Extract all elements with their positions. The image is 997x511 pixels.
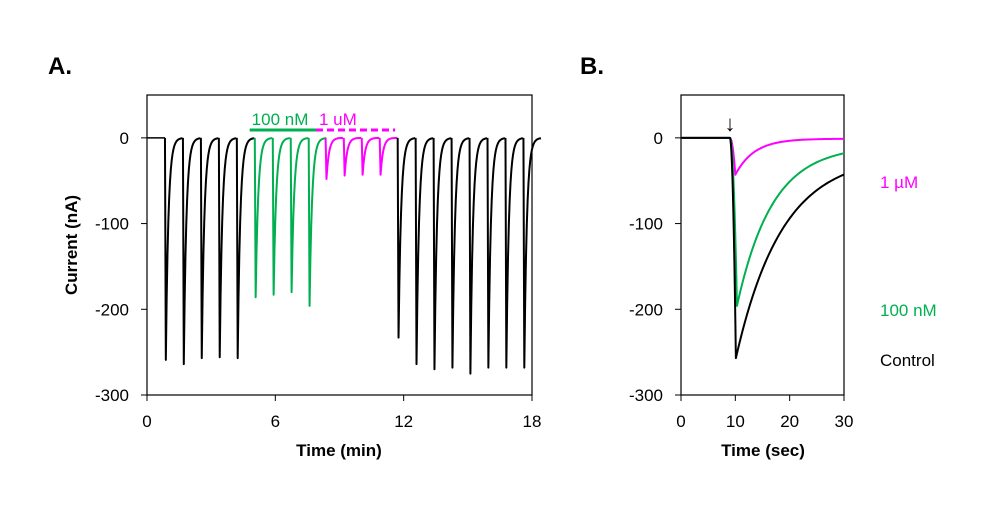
panel-a-y-tick-label: -100 [95,215,129,234]
panel-a-spike [324,136,344,180]
panel-a-label: A. [48,53,72,80]
panel-b-label: B. [580,53,604,80]
panel-a-spike [522,137,542,369]
panel-a-x-axis-title: Time (min) [296,441,382,460]
panel-a-spike [414,137,434,366]
legend-1um: 1 µM [880,173,918,192]
panel-a-spike [342,136,362,177]
panel-a-spike [199,137,219,360]
panel-a-spike [378,136,398,176]
panel-a-x-tick-label: 18 [523,412,542,431]
panel-a-spike [468,137,488,375]
panel-a-spike [432,137,452,371]
panel-a-spike [235,137,255,360]
panel-b-x-tick-label: 0 [676,412,685,431]
panel-b-trace-100-nm [681,136,845,307]
legend-100nm: 100 nM [880,301,937,320]
panel-b-y-tick-label: -300 [629,386,663,405]
panel-a-annotation-label: 1 uM [319,110,357,129]
stimulus-arrow-icon: ↓ [725,111,736,136]
panel-b-frame [680,94,845,396]
panel-a-spike [360,136,380,176]
panel-a-frame [146,94,533,396]
panel-a-y-axis-title: Current (nA) [62,195,81,295]
panel-a-spike [396,137,416,339]
panel-a-spike [504,137,524,369]
panel-a-spike [307,137,327,307]
panel-a-spike [450,137,470,369]
panel-b-y-tick-label: 0 [654,129,663,148]
panel-a-spike [253,137,273,299]
panel-a-chart: 0 6 12 18 0 -100 -200 -300 100 nM 1 uM Time (min… [62,94,542,460]
panel-a-spike [486,137,506,369]
panel-a-annotation-label: 100 nM [252,110,309,129]
panel-a-y-tick-label: -200 [95,300,129,319]
panel-a-spike [217,137,237,359]
panel-a-x-tick-label: 0 [142,412,151,431]
panel-b-x-tick-label: 30 [835,412,854,431]
panel-a-spike [289,137,309,294]
panel-b-x-axis-title: Time (sec) [721,441,805,460]
panel-b-x-tick-label: 20 [780,412,799,431]
panel-a-x-tick-label: 12 [394,412,413,431]
panel-b-x-tick-label: 10 [726,412,745,431]
panel-a-spike [163,137,183,361]
panel-b-y-tick-label: -200 [629,300,663,319]
panel-a-x-tick-label: 6 [271,412,280,431]
panel-b-y-tick-label: -100 [629,215,663,234]
panel-b-trace-1-m [681,136,845,176]
panel-a-spike [271,137,291,296]
legend-control: Control [880,351,935,370]
panel-a-y-tick-label: -300 [95,386,129,405]
panel-b-trace-control [681,136,845,360]
panel-a-y-tick-label: 0 [120,129,129,148]
panel-a-spike [181,137,201,366]
panel-b-chart: 0 10 20 30 0 -100 -200 -300 Time (sec) ↓ 1 µM 1… [629,94,937,460]
